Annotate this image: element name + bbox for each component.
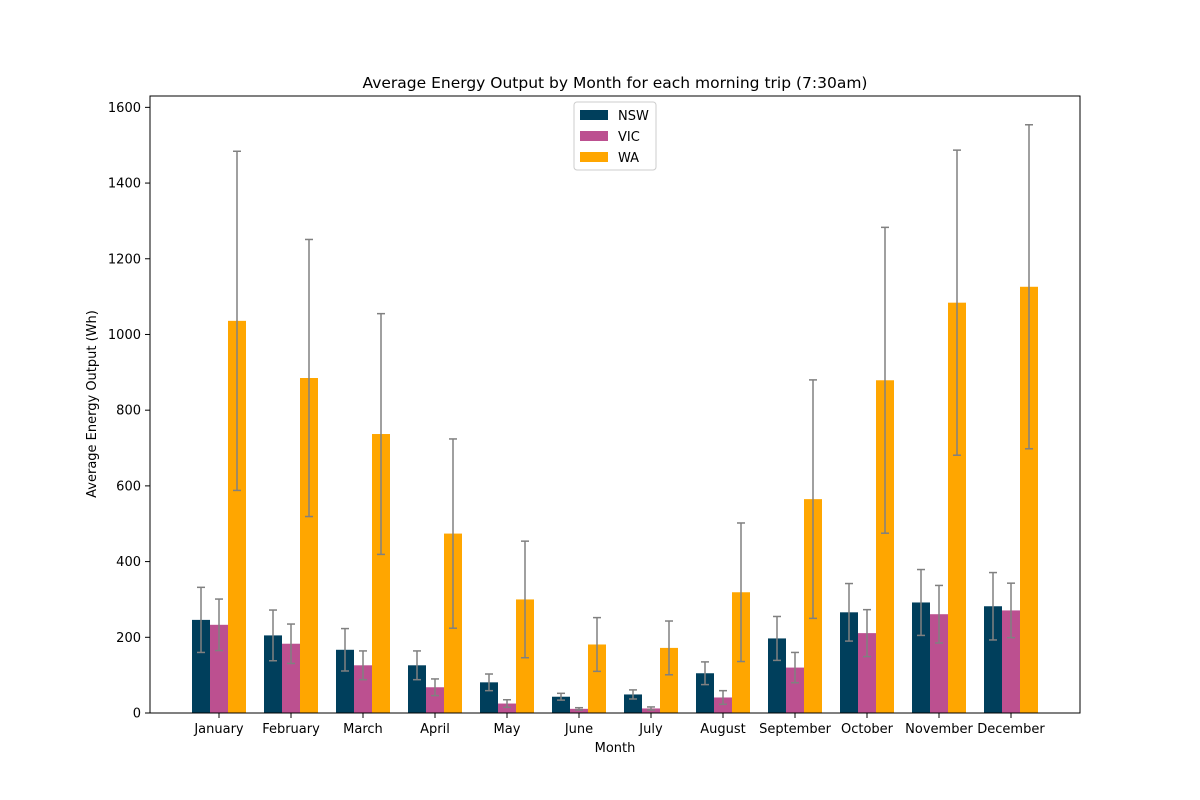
bar-vic (354, 665, 372, 713)
bar-vic (426, 687, 444, 713)
bar-vic (642, 708, 660, 713)
y-tick-label: 1200 (108, 252, 141, 267)
bar-wa (876, 380, 894, 713)
x-tick-label: December (977, 722, 1045, 737)
x-axis-label: Month (595, 741, 636, 756)
bar-wa (660, 647, 678, 713)
legend-label-wa: WA (618, 151, 639, 166)
y-tick-label: 1400 (108, 177, 141, 192)
legend-label-nsw: NSW (618, 109, 649, 124)
x-tick-label: October (841, 722, 894, 737)
bar-vic (1002, 610, 1020, 713)
bar-nsw (480, 682, 498, 713)
x-tick-label: June (564, 722, 593, 737)
x-tick-label: November (905, 722, 973, 737)
bar-vic (714, 697, 732, 713)
bar-wa (372, 434, 390, 713)
bar-wa (1020, 286, 1038, 713)
y-axis-label: Average Energy Output (Wh) (85, 310, 100, 498)
bar-vic (282, 643, 300, 713)
bar-nsw (984, 606, 1002, 713)
x-tick-label: August (700, 722, 746, 737)
bar-nsw (696, 673, 714, 713)
x-tick-label: July (638, 722, 663, 737)
bar-wa (588, 644, 606, 713)
legend: NSW VIC WA (573, 101, 657, 171)
bar-vic (210, 624, 228, 713)
chart-title: Average Energy Output by Month for each … (363, 74, 868, 92)
bar-wa (948, 302, 966, 713)
y-tick-label: 400 (116, 555, 141, 570)
bar-nsw (264, 635, 282, 713)
legend-swatch-vic (580, 131, 608, 141)
bar-vic (498, 703, 516, 713)
x-tick-label: January (193, 722, 244, 737)
y-tick-label: 600 (116, 479, 141, 494)
bar-nsw (912, 602, 930, 713)
legend-swatch-nsw (580, 110, 608, 120)
bar-nsw (336, 649, 354, 713)
x-tick-label: September (759, 722, 832, 737)
bar-vic (570, 708, 588, 713)
bar-vic (858, 633, 876, 713)
bar-vic (930, 614, 948, 713)
x-tick-label: May (494, 722, 521, 737)
bar-nsw (408, 665, 426, 713)
legend-swatch-wa (580, 152, 608, 162)
y-tick-label: 0 (133, 707, 141, 722)
bar-nsw (552, 696, 570, 713)
x-tick-label: April (420, 722, 450, 737)
bar-nsw (192, 619, 210, 713)
bar-wa (228, 320, 246, 713)
y-tick-label: 800 (116, 404, 141, 419)
x-tick-label: March (343, 722, 383, 737)
y-tick-label: 1000 (108, 328, 141, 343)
bar-wa (300, 378, 318, 713)
bar-vic (786, 667, 804, 713)
x-tick-label: February (262, 722, 320, 737)
plot-frame (149, 95, 1081, 714)
bar-nsw (768, 638, 786, 713)
y-tick-label: 200 (116, 631, 141, 646)
plot-area: 0 200 400 600 800 1000 1200 1400 1600 January Febr… (108, 101, 1045, 737)
y-tick-label: 1600 (108, 101, 141, 116)
legend-label-vic: VIC (618, 130, 640, 145)
bar-nsw (840, 612, 858, 713)
bar-nsw (624, 694, 642, 713)
